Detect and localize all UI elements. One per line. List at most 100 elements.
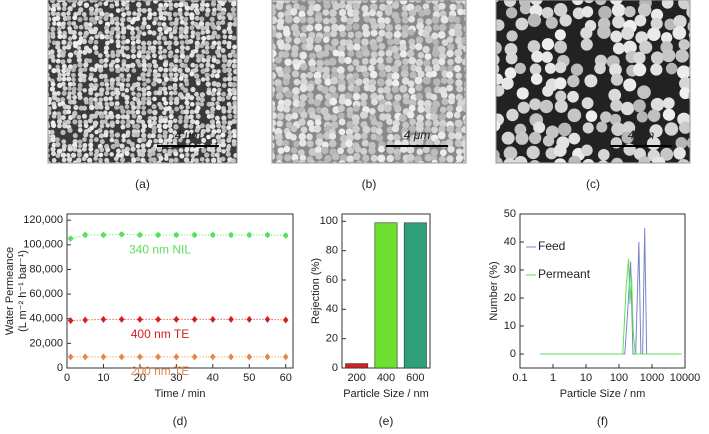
particle <box>173 157 179 163</box>
particle <box>401 131 409 139</box>
particle <box>377 78 385 87</box>
particle <box>221 119 227 125</box>
particle <box>274 56 283 64</box>
particle <box>190 30 196 35</box>
particle <box>114 2 120 7</box>
particle <box>328 85 337 93</box>
particle <box>216 128 222 134</box>
particle <box>55 64 60 70</box>
particle <box>105 86 110 92</box>
particle <box>300 63 308 71</box>
particle <box>277 11 285 19</box>
particle <box>272 71 277 80</box>
particle <box>48 6 52 11</box>
particle <box>541 38 555 51</box>
particle <box>120 119 126 125</box>
particle <box>232 163 237 168</box>
particle <box>83 123 89 129</box>
particle <box>162 110 167 116</box>
particle <box>424 0 433 4</box>
particle <box>210 91 216 97</box>
particle <box>103 57 109 63</box>
particle <box>346 120 354 129</box>
plot-frame <box>519 213 686 369</box>
particle <box>153 16 159 22</box>
particle <box>216 69 221 74</box>
particle <box>407 160 414 163</box>
particle <box>384 31 393 40</box>
particle <box>161 16 167 21</box>
particle <box>608 88 622 102</box>
particle <box>104 101 109 107</box>
particle <box>448 28 457 37</box>
particle <box>216 156 222 162</box>
particle <box>82 34 88 39</box>
panel-label: (d) <box>173 414 188 428</box>
x-tick-label: 10 <box>97 372 109 384</box>
particle <box>454 23 463 32</box>
particle <box>394 104 402 113</box>
particle <box>624 5 636 18</box>
particle <box>172 67 178 73</box>
particle <box>72 133 78 139</box>
particle <box>151 157 157 163</box>
particle <box>272 63 278 71</box>
particle <box>313 124 322 133</box>
particle <box>84 25 89 30</box>
particle <box>125 82 131 88</box>
particle <box>210 34 216 40</box>
particle <box>121 138 126 143</box>
particle <box>48 16 52 22</box>
bar <box>403 222 427 369</box>
particle <box>272 50 277 58</box>
particle <box>339 134 348 143</box>
particle <box>120 29 127 35</box>
particle <box>211 30 218 36</box>
particle <box>199 53 205 60</box>
particle <box>166 45 172 51</box>
particle <box>211 96 216 102</box>
particle <box>531 171 544 184</box>
particle <box>60 59 66 65</box>
particle <box>169 21 174 27</box>
particle <box>156 72 161 78</box>
particle <box>384 104 392 113</box>
particle <box>284 58 292 66</box>
particle <box>239 26 244 31</box>
particle <box>673 147 686 160</box>
particle <box>87 58 93 64</box>
particle <box>437 131 446 140</box>
particle <box>527 13 542 27</box>
particle <box>72 0 78 4</box>
particle <box>437 45 446 54</box>
y-tick-label: 80,000 <box>29 263 63 275</box>
particle <box>135 38 141 45</box>
particle <box>514 168 527 181</box>
particle <box>60 129 66 136</box>
particle <box>167 52 173 59</box>
particle <box>98 1 103 6</box>
particle <box>570 63 584 76</box>
particle <box>200 77 206 82</box>
particle <box>188 114 194 120</box>
particle <box>385 49 393 57</box>
particle <box>115 52 121 58</box>
particle <box>98 15 103 20</box>
particle <box>453 16 461 24</box>
particle <box>316 50 324 59</box>
particle <box>516 87 529 100</box>
particle <box>352 125 360 134</box>
particle <box>121 92 126 98</box>
particle <box>314 146 323 154</box>
particle <box>179 49 185 55</box>
particle <box>415 92 423 101</box>
particle <box>221 108 227 114</box>
particle <box>124 104 130 110</box>
particle <box>146 40 152 46</box>
particle <box>130 62 136 68</box>
y-tick-label: 30 <box>504 264 516 276</box>
particle <box>48 25 50 30</box>
particle <box>77 86 83 92</box>
particle <box>119 153 125 158</box>
particle <box>568 155 581 163</box>
